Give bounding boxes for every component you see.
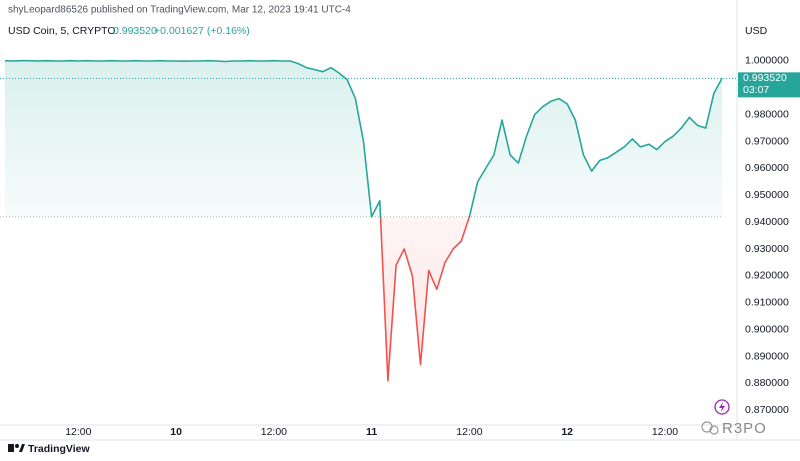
x-tick-label: 10 (170, 426, 182, 438)
y-tick-label: 1.000000 (745, 55, 789, 67)
y-tick-label: 0.970000 (745, 135, 789, 147)
y-tick-label: 0.880000 (745, 377, 789, 389)
y-tick-label: 0.960000 (745, 162, 789, 174)
watermark-icon (701, 421, 719, 435)
x-tick-label: 12:00 (65, 426, 91, 438)
x-tick-label: 12:00 (261, 426, 287, 438)
legend-change: +0.001627 (+0.16%) (154, 25, 250, 37)
y-tick-label: 0.930000 (745, 243, 789, 255)
x-tick-label: 12:00 (652, 426, 678, 438)
legend-last: 0.993520 (113, 25, 157, 37)
y-tick-label: 0.920000 (745, 270, 789, 282)
area (5, 60, 722, 381)
y-tick-label: 0.980000 (745, 108, 789, 120)
y-tick-label: 0.890000 (745, 350, 789, 362)
line (4, 59, 723, 382)
price-tag-countdown: 03:07 (743, 84, 769, 96)
y-axis-label: USD (745, 25, 768, 37)
x-tick-label: 11 (366, 426, 377, 438)
byline: shyLeopard86526 published on TradingView… (8, 5, 351, 16)
brand: TradingView (28, 443, 90, 455)
x-tick-label: 12:00 (456, 426, 482, 438)
watermark: R3PO (722, 420, 767, 437)
y-tick-label: 0.940000 (745, 216, 789, 228)
y-tick-label: 0.950000 (745, 189, 789, 201)
x-tick-label: 12 (561, 426, 573, 438)
price-tag-label: 0.993520 (743, 72, 787, 84)
y-tick-label: 0.910000 (745, 297, 789, 309)
tradingview-logo (8, 444, 25, 452)
y-tick-label: 0.900000 (745, 323, 789, 335)
legend-symbol: USD Coin, 5, CRYPTO (8, 25, 116, 37)
lightning-icon (714, 399, 730, 415)
y-tick-label: 0.870000 (745, 404, 789, 416)
price-tag (738, 72, 800, 98)
